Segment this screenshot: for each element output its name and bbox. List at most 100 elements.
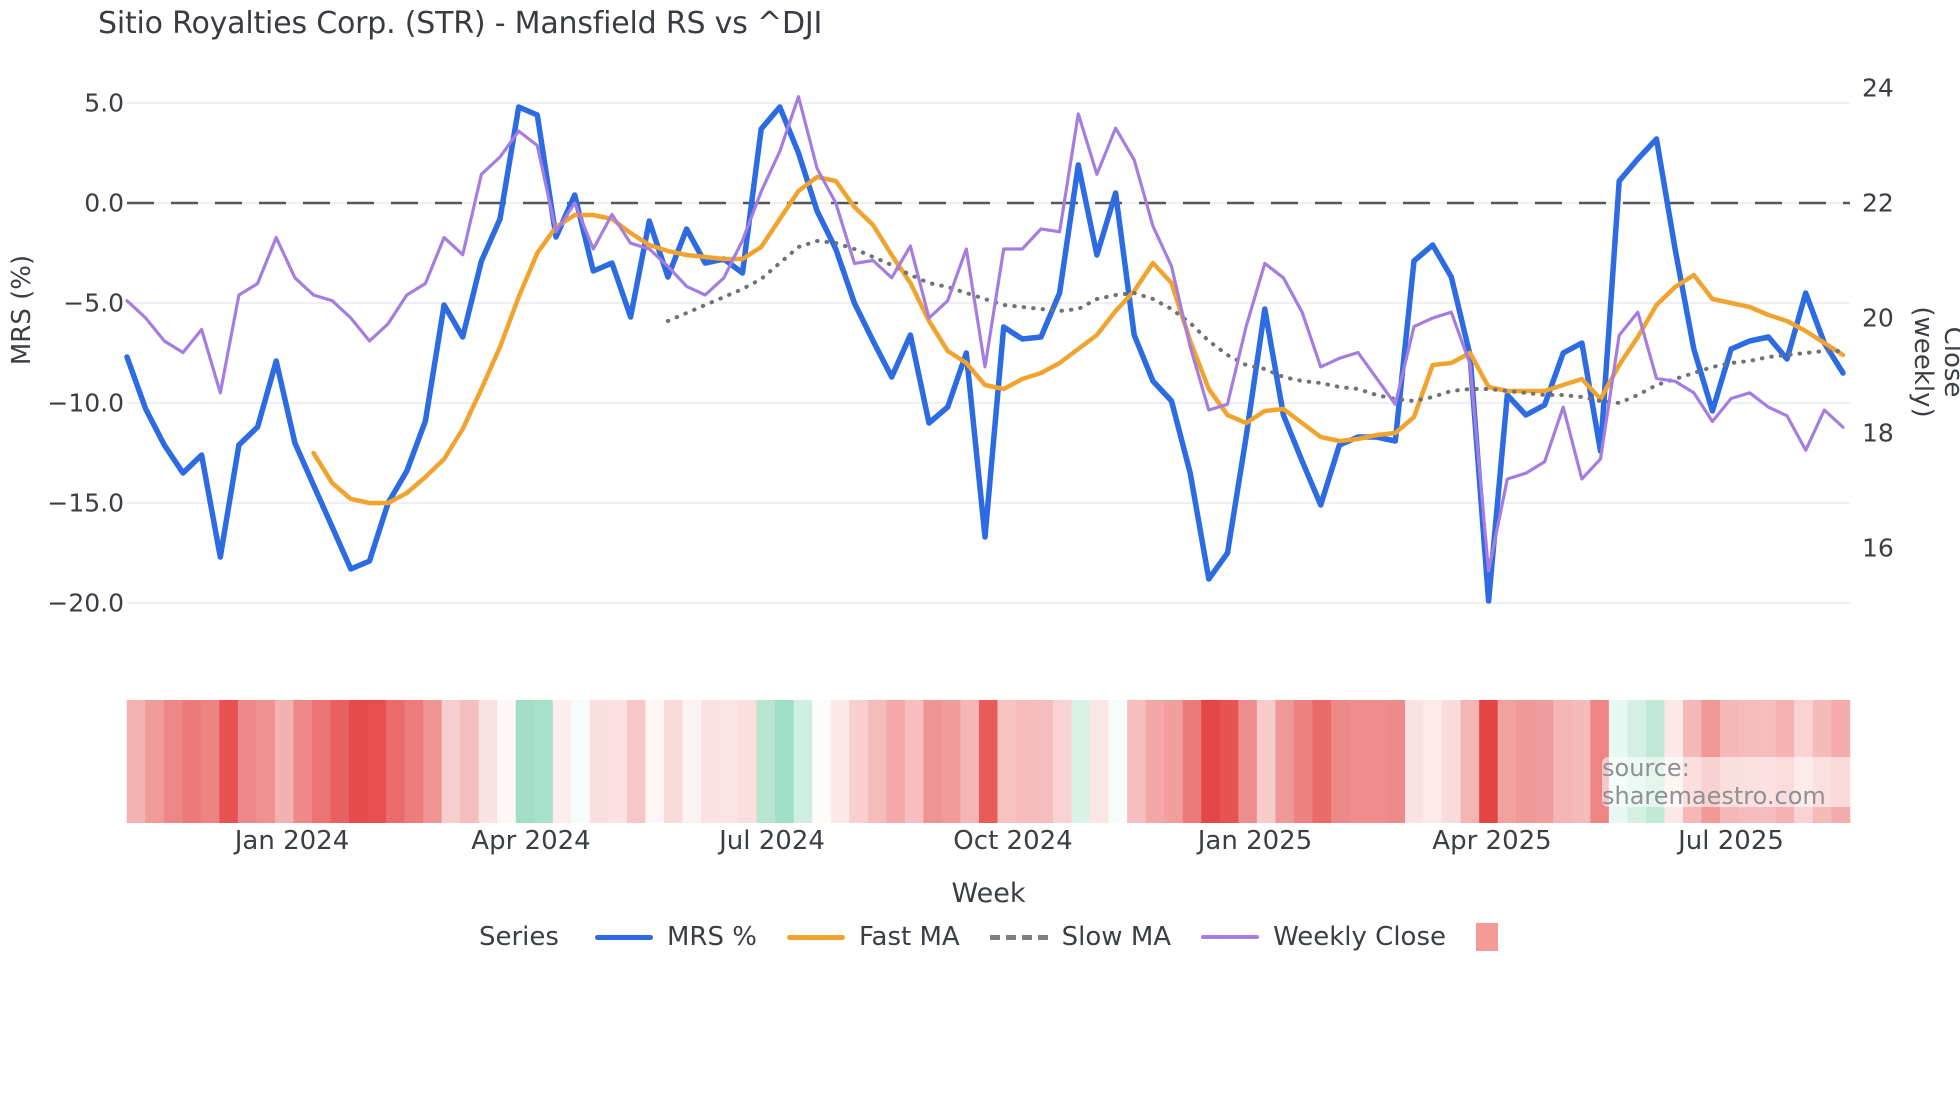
- heatmap-cell: [1405, 700, 1425, 823]
- heatmap-cell: [441, 700, 461, 823]
- heatmap-cell: [645, 700, 665, 823]
- heatmap-cell: [1201, 700, 1221, 823]
- legend-label-weekly-close: Weekly Close: [1273, 922, 1446, 952]
- heatmap-cell: [349, 700, 369, 823]
- heatmap-cell: [497, 700, 517, 823]
- heatmap-cell: [1349, 700, 1369, 823]
- heatmap-cell: [1219, 700, 1239, 823]
- heatmap-cell: [1534, 700, 1554, 823]
- heatmap-cell: [1553, 700, 1573, 823]
- y-left-tick-label: 5.0: [84, 88, 124, 118]
- heatmap-cell: [719, 700, 739, 823]
- legend-item-fast-ma: Fast MA: [786, 922, 960, 952]
- x-tick-label: Jan 2024: [234, 826, 350, 856]
- heatmap-cell: [867, 700, 887, 823]
- heatmap-cell: [1423, 700, 1443, 823]
- heatmap-cell: [367, 700, 387, 823]
- y-right-tick-label: 16: [1862, 533, 1894, 563]
- heatmap-cell: [200, 700, 220, 823]
- y-right-tick-label: 24: [1862, 73, 1894, 103]
- heatmap-cell: [1386, 700, 1406, 823]
- x-tick-label: Apr 2025: [1432, 826, 1552, 856]
- x-tick-label: Jan 2025: [1197, 826, 1313, 856]
- series-line-slow-ma: [665, 239, 1845, 405]
- heatmap-cell: [886, 700, 906, 823]
- heatmap-cell: [1164, 700, 1184, 823]
- heatmap-cell: [1182, 700, 1202, 823]
- legend-label-mrs-percent: MRS %: [666, 922, 757, 952]
- x-tick-label: Apr 2024: [471, 826, 591, 856]
- heatmap-cell: [1479, 700, 1499, 823]
- heatmap-cell: [386, 700, 406, 823]
- x-tick-label: Jul 2025: [1678, 826, 1784, 856]
- heatmap-swatch-icon: [1476, 923, 1498, 951]
- y-left-tick-label: 0.0: [84, 188, 124, 218]
- y-left-tick-label: −15.0: [47, 488, 124, 518]
- heatmap-cell: [608, 700, 628, 823]
- y-left-tick-label: −20.0: [47, 588, 124, 618]
- legend-item-weekly-close: Weekly Close: [1201, 922, 1446, 952]
- legend-item-mrs-percent: MRS %: [594, 922, 757, 952]
- heatmap-cell: [1516, 700, 1536, 823]
- heatmap-cell: [1238, 700, 1258, 823]
- heatmap-cell: [237, 700, 257, 823]
- heatmap-cell: [1145, 700, 1165, 823]
- y-right-tick-label: 20: [1862, 303, 1894, 333]
- source-watermark: source: sharemaestro.com: [1602, 754, 1872, 810]
- heatmap-cell: [145, 700, 165, 823]
- heatmap-cell: [1368, 700, 1388, 823]
- y-axis-left-title: MRS (%): [7, 254, 37, 366]
- heatmap-cell: [163, 700, 183, 823]
- heatmap-cell: [1127, 700, 1147, 823]
- heatmap-cell: [923, 700, 943, 823]
- heatmap-cell: [1442, 700, 1462, 823]
- heatmap-cell: [1034, 700, 1054, 823]
- series-line-weekly-close: [125, 95, 1845, 573]
- heatmap-cell: [552, 700, 572, 823]
- x-tick-label: Oct 2024: [953, 826, 1073, 856]
- heatmap-cell: [126, 700, 146, 823]
- y-left-tick-label: −5.0: [63, 288, 124, 318]
- series-line-mrs-: [124, 104, 1846, 604]
- x-tick-label: Jul 2024: [719, 826, 825, 856]
- weekly-close-swatch-icon: [1201, 935, 1260, 939]
- heatmap-cell: [1330, 700, 1351, 823]
- y-left-tick-label: −10.0: [47, 388, 124, 418]
- heatmap-cell: [1090, 700, 1110, 823]
- heatmap-cell: [330, 700, 350, 823]
- heatmap-cell: [293, 700, 313, 823]
- y-axis-right-title: Close (weekly): [1908, 306, 1960, 418]
- heatmap-cell: [941, 700, 962, 823]
- heatmap-cell: [571, 700, 591, 823]
- chart-title: Sitio Royalties Corp. (STR) - Mansfield …: [98, 6, 823, 41]
- slow-ma-swatch-icon: [989, 934, 1048, 940]
- heatmap-cell: [793, 700, 813, 823]
- heatmap-cell: [1108, 700, 1128, 823]
- y-right-tick-label: 18: [1862, 418, 1894, 448]
- fast-ma-swatch-icon: [786, 934, 845, 940]
- heatmap-cell: [812, 700, 832, 823]
- heatmap-cell: [1256, 700, 1276, 823]
- heatmap-cell: [1571, 700, 1591, 823]
- heatmap-cell: [1497, 700, 1517, 823]
- legend-item-slow-ma: Slow MA: [989, 922, 1171, 952]
- heatmap-cell: [515, 700, 535, 823]
- heatmap-cell: [756, 700, 776, 823]
- legend-title: Series: [478, 922, 559, 952]
- heatmap-cell: [404, 700, 424, 823]
- heatmap-cell: [997, 700, 1017, 823]
- heatmap-cell: [1275, 700, 1295, 823]
- heatmap-cell: [589, 700, 609, 823]
- heatmap-cell: [738, 700, 758, 823]
- heatmap-cell: [1053, 700, 1073, 823]
- heatmap-cell: [182, 700, 202, 823]
- heatmap-cell: [849, 700, 869, 823]
- series-line-fast-ma: [311, 174, 1846, 506]
- heatmap-cell: [904, 700, 924, 823]
- heatmap-cell: [1293, 700, 1314, 823]
- legend: Series MRS % Fast MA Slow MA Weekly Close: [127, 922, 1850, 952]
- heatmap-cell: [960, 700, 980, 823]
- heatmap-cell: [1312, 700, 1332, 823]
